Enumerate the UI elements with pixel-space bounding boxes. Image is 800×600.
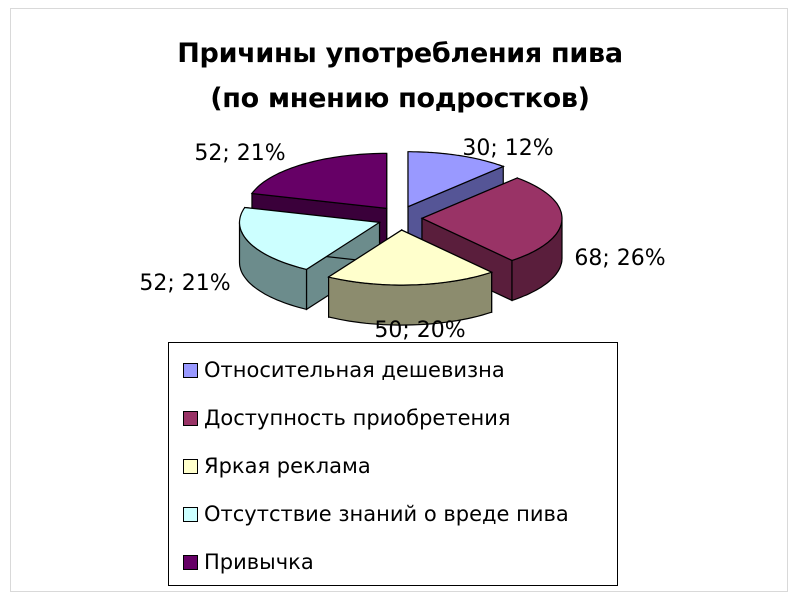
legend-item-3: Отсутствие знаний о вреде пива bbox=[183, 499, 569, 529]
chart-frame bbox=[10, 8, 788, 592]
pie-slice-0 bbox=[407, 151, 505, 208]
legend-label: Привычка bbox=[204, 550, 314, 574]
pie-slice-1-label: 68; 26% bbox=[574, 246, 665, 271]
legend-item-2: Яркая реклама bbox=[183, 451, 371, 481]
legend-item-0: Относительная дешевизна bbox=[183, 355, 505, 385]
legend-swatch bbox=[183, 554, 198, 570]
pie-slice-1 bbox=[420, 177, 563, 262]
legend-item-1: Доступность приобретения bbox=[183, 403, 511, 433]
pie-slice-4-label: 52; 21% bbox=[194, 141, 285, 166]
legend-label: Яркая реклама bbox=[204, 454, 371, 478]
pie-slice-2 bbox=[327, 229, 494, 286]
legend-item-4: Привычка bbox=[183, 547, 314, 577]
legend-swatch bbox=[183, 410, 198, 426]
legend-label: Доступность приобретения bbox=[204, 406, 511, 430]
legend-swatch bbox=[183, 506, 198, 522]
chart-subtitle: (по мнению подростков) bbox=[210, 83, 590, 114]
legend-label: Относительная дешевизна bbox=[204, 358, 505, 382]
pie-slice-2-label: 50; 20% bbox=[374, 318, 465, 343]
pie-slice-3 bbox=[238, 206, 382, 271]
pie-slice-0-label: 30; 12% bbox=[462, 136, 553, 161]
pie-slice-4 bbox=[250, 152, 388, 210]
chart-title: Причины употребления пива bbox=[177, 38, 623, 69]
legend-swatch bbox=[183, 362, 198, 378]
legend-label: Отсутствие знаний о вреде пива bbox=[204, 502, 569, 526]
legend-swatch bbox=[183, 458, 198, 474]
pie-slice-3-label: 52; 21% bbox=[139, 271, 230, 296]
chart-legend: Относительная дешевизна Доступность приоб… bbox=[168, 342, 618, 586]
